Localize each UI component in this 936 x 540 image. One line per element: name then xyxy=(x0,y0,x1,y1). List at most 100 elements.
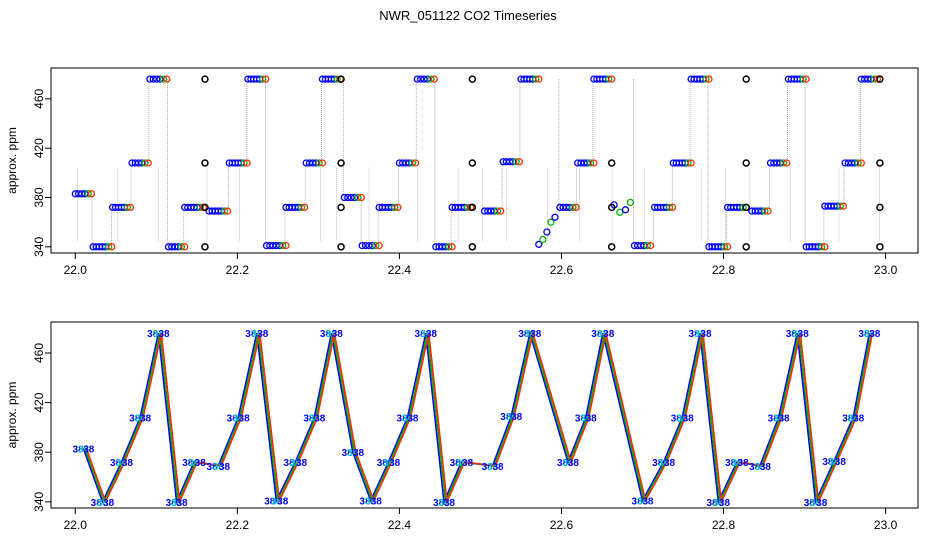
panel1-flask-point xyxy=(337,203,345,212)
panel2-marker-label: 38 xyxy=(188,458,200,469)
panel1-flask-point xyxy=(607,243,616,251)
panel1-point xyxy=(163,75,171,83)
panel1-point xyxy=(126,203,135,212)
panel1-point xyxy=(259,75,267,83)
panel1-point xyxy=(497,207,505,215)
panel2-marker-label: 38 xyxy=(83,444,95,455)
panel2-marker-label: 38 xyxy=(816,498,828,509)
panel2-marker-label: 38 xyxy=(420,329,432,340)
panel2-marker-label: 38 xyxy=(792,329,804,340)
panel1-point xyxy=(105,243,113,251)
panel1-point xyxy=(420,75,428,83)
panel2-marker-label: 38 xyxy=(642,497,654,508)
panel2-marker-label: 38 xyxy=(754,462,766,473)
panel1-xtick-label: 22.8 xyxy=(712,263,736,277)
panel1-point xyxy=(149,75,157,83)
panel2-marker-label: 38 xyxy=(251,329,263,340)
panel2-series-line xyxy=(82,330,871,505)
panel1-point xyxy=(315,159,323,167)
panel1-point xyxy=(375,241,383,250)
panel1-xtick-label: 22.6 xyxy=(550,263,574,277)
panel1-flask-point xyxy=(876,243,884,251)
panel2-marker-label: 38 xyxy=(694,329,706,340)
panel1-ytick-label: 460 xyxy=(32,89,46,109)
panel1-point xyxy=(720,243,729,251)
panel1-point xyxy=(705,75,713,83)
panel2-marker-label: 38 xyxy=(438,498,450,509)
panel1-point xyxy=(411,159,420,167)
panel2-xtick-label: 22.6 xyxy=(550,518,574,532)
panel1-point xyxy=(445,243,453,251)
panel2-marker-label: 38 xyxy=(402,413,414,424)
panel2-marker-label: 38 xyxy=(171,498,183,509)
panel2-marker-label: 38 xyxy=(713,498,725,509)
panel2-marker-label: 38 xyxy=(524,329,536,340)
panel1-point xyxy=(153,75,161,83)
panel2-marker-label: 38 xyxy=(773,413,785,424)
panel1-ytick-label: 380 xyxy=(32,187,46,207)
panel1-frame xyxy=(50,67,919,254)
panel1-ramp-point xyxy=(547,218,555,226)
panel2-marker-label: 38 xyxy=(719,498,731,509)
panel2-marker-label: 38 xyxy=(586,413,598,424)
panel1-point xyxy=(427,75,435,83)
panel2-marker-label: 38 xyxy=(637,497,649,508)
panel2-marker-label: 38 xyxy=(798,329,810,340)
panel1-flask-point xyxy=(468,203,477,212)
panel2-marker-label: 38 xyxy=(557,458,569,469)
panel2-marker-label: 38 xyxy=(683,413,695,424)
panel2-marker-label: 38 xyxy=(257,329,269,340)
panel2-marker-label: 38 xyxy=(725,458,737,469)
panel2-marker-label: 38 xyxy=(326,329,338,340)
panel1-point xyxy=(156,75,164,83)
panel2-marker-label: 38 xyxy=(591,329,603,340)
panel1-point xyxy=(361,241,370,250)
panel2-marker-label: 38 xyxy=(700,329,712,340)
panel2-marker-label: 38 xyxy=(822,457,834,468)
panel1-ramp-point xyxy=(535,240,543,249)
panel1-point xyxy=(818,243,826,251)
panel1-point xyxy=(318,159,327,167)
panel1-point xyxy=(739,203,747,212)
panel1-point xyxy=(181,243,189,251)
panel2-marker-label: 38 xyxy=(78,444,90,455)
panel1-flask-point xyxy=(201,159,209,167)
panel1-point xyxy=(413,75,421,83)
panel1-flask-point xyxy=(742,203,750,212)
panel2-marker-label: 38 xyxy=(91,498,103,509)
panel1-point xyxy=(87,190,96,198)
panel2-marker-label: 38 xyxy=(383,458,395,469)
panel2-marker-label: 38 xyxy=(749,462,761,473)
panel1-point xyxy=(297,203,306,212)
panel2-marker-label: 38 xyxy=(575,413,587,424)
panel1-ytick-label: 420 xyxy=(32,138,46,158)
panel1-point xyxy=(873,75,882,83)
panel2-marker-label: 38 xyxy=(632,497,644,508)
panel1-point xyxy=(854,159,862,167)
panel1-point xyxy=(262,75,270,83)
panel1-point xyxy=(177,243,186,251)
panel1-point xyxy=(702,75,710,83)
panel2-marker-label: 38 xyxy=(530,329,542,340)
panel1-point xyxy=(586,159,595,167)
panel1-point xyxy=(196,203,204,212)
panel1-flask-point xyxy=(607,203,616,212)
panel2-marker-label: 38 xyxy=(518,329,530,340)
panel1-point xyxy=(515,158,523,166)
panel2-marker-label: 38 xyxy=(182,458,194,469)
panel2-marker-label: 38 xyxy=(303,413,315,424)
panel2-marker-label: 38 xyxy=(158,329,170,340)
panel2-marker-label: 38 xyxy=(353,448,365,459)
panel2-marker-label: 38 xyxy=(487,462,499,473)
panel1-point xyxy=(493,207,502,215)
panel2-marker-label: 38 xyxy=(580,413,592,424)
panel1-point xyxy=(535,75,543,83)
panel2-marker-label: 38 xyxy=(389,458,401,469)
panel2-marker-label: 38 xyxy=(140,413,152,424)
panel1-point xyxy=(532,75,540,83)
panel2-marker-label: 38 xyxy=(213,462,225,473)
panel1-ramp-point xyxy=(626,198,635,207)
panel2-marker-label: 38 xyxy=(290,458,302,469)
panel1-point xyxy=(723,243,732,251)
panel2-marker-label: 38 xyxy=(858,329,870,340)
